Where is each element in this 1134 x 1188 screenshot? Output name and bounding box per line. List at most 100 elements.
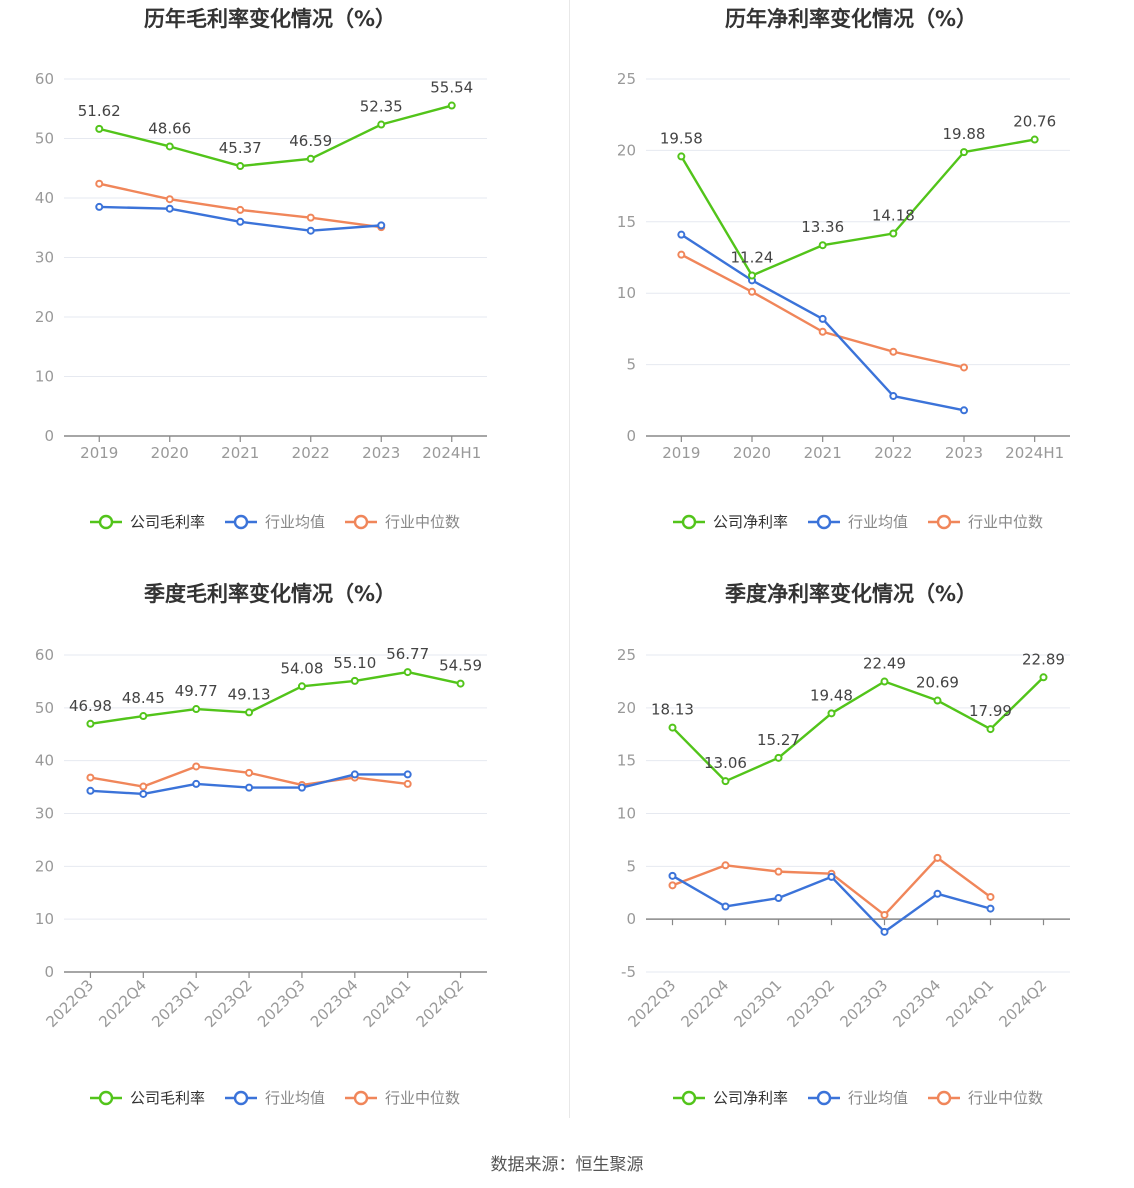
data-point-median <box>721 861 730 870</box>
data-point-median <box>960 363 968 372</box>
data-point-avg <box>377 221 386 230</box>
legend-marker <box>233 514 249 530</box>
y-tick-label: 5 <box>626 356 636 374</box>
data-label: 18.13 <box>651 701 694 719</box>
legend-marker <box>681 514 697 530</box>
x-tick-label: 2021 <box>221 444 259 462</box>
data-point-median <box>818 327 827 336</box>
data-label: 48.45 <box>122 689 165 707</box>
data-point-company <box>668 723 677 732</box>
x-tick-label: 2023Q2 <box>784 976 839 1031</box>
data-point-company <box>456 679 465 688</box>
legend-marker <box>98 1090 114 1106</box>
data-point-median <box>889 347 898 356</box>
x-tick-label: 2023Q2 <box>201 976 256 1031</box>
data-label: 11.24 <box>731 248 774 266</box>
data-label: 17.99 <box>969 702 1012 720</box>
legend-label: 行业均值 <box>848 1089 908 1107</box>
data-point-company <box>880 677 889 686</box>
data-point-company <box>306 154 315 163</box>
series-line-company <box>671 676 1045 783</box>
x-tick-label: 2023Q1 <box>148 976 203 1031</box>
data-point-avg <box>818 314 827 323</box>
data-point-avg <box>880 927 889 936</box>
data-label: 13.06 <box>704 754 747 772</box>
legend-label: 公司毛利率 <box>130 513 205 531</box>
annual-gross-margin-chart: 历年毛利率变化情况（%） 0 10 20 30 40 50 60 2019 2020 2021 202… <box>35 7 487 531</box>
x-tick-label: 2024Q2 <box>996 976 1051 1031</box>
data-point-company <box>86 719 95 728</box>
data-point-avg <box>677 230 686 239</box>
legend-item: 行业中位数 <box>345 513 460 531</box>
data-point-avg <box>986 904 995 913</box>
y-tick-label: 50 <box>35 699 54 717</box>
y-tick-label: 25 <box>617 646 636 664</box>
data-point-avg <box>245 783 254 792</box>
data-point-avg <box>960 406 968 415</box>
legend-label: 公司净利率 <box>713 1089 788 1107</box>
legend-marker <box>233 1090 249 1106</box>
data-point-company <box>447 101 456 110</box>
data-point-company <box>818 241 827 250</box>
data-point-median <box>774 867 783 876</box>
legend-marker <box>816 514 832 530</box>
data-point-avg <box>403 770 412 779</box>
data-point-avg <box>192 779 201 788</box>
y-tick-label: 25 <box>617 70 636 88</box>
legend-item: 行业均值 <box>808 513 908 531</box>
data-point-avg <box>889 392 898 401</box>
data-point-company <box>377 120 386 129</box>
legend-label: 行业中位数 <box>968 1089 1043 1107</box>
legend-label: 行业均值 <box>265 513 325 531</box>
data-label: 52.35 <box>360 98 403 116</box>
data-point-median <box>95 179 104 188</box>
y-tick-label: 10 <box>617 805 636 823</box>
data-point-median <box>748 287 756 296</box>
y-tick-label: 10 <box>617 284 636 302</box>
y-tick-label: 40 <box>35 752 54 770</box>
annual-net-margin-panel: 历年净利率变化情况（%） 0 5 10 15 20 25 2019 2020 2021 2022 20… <box>583 0 1134 575</box>
data-point-avg <box>165 204 174 213</box>
data-point-median <box>236 205 245 214</box>
data-point-avg <box>95 202 104 211</box>
legend-label: 行业中位数 <box>968 513 1043 531</box>
y-tick-label: 10 <box>35 910 54 928</box>
annual-gross-margin-panel: 历年毛利率变化情况（%） 0 10 20 30 40 50 60 2019 2020 2021 202… <box>0 0 567 575</box>
x-tick-label: 2023 <box>362 444 400 462</box>
legend-item: 公司毛利率 <box>90 1089 205 1107</box>
data-point-median <box>677 250 686 259</box>
data-label: 56.77 <box>386 645 429 663</box>
data-label: 20.76 <box>1013 113 1056 131</box>
data-label: 13.36 <box>801 218 844 236</box>
legend-item: 公司净利率 <box>673 1089 788 1107</box>
data-point-avg <box>297 783 306 792</box>
data-point-median <box>192 762 201 771</box>
x-tick-label: 2024Q1 <box>943 976 998 1031</box>
data-point-company <box>1039 673 1048 682</box>
y-tick-label: 0 <box>626 910 636 928</box>
y-tick-label: 0 <box>44 427 54 445</box>
data-label: 14.18 <box>872 207 915 225</box>
data-point-avg <box>827 872 836 881</box>
y-tick-label: 30 <box>35 249 54 267</box>
data-label: 45.37 <box>219 139 262 157</box>
data-label: 51.62 <box>78 102 121 120</box>
data-label: 46.59 <box>289 132 332 150</box>
data-label: 20.69 <box>916 674 959 692</box>
data-point-avg <box>236 217 245 226</box>
y-tick-label: 60 <box>35 646 54 664</box>
x-tick-label: 2019 <box>80 444 118 462</box>
legend-label: 行业均值 <box>848 513 908 531</box>
chart-title: 历年净利率变化情况（%） <box>725 7 977 31</box>
x-tick-label: 2023Q4 <box>890 976 945 1031</box>
legend-item: 行业均值 <box>225 513 325 531</box>
legend-marker <box>353 514 369 530</box>
data-point-avg <box>774 894 783 903</box>
x-tick-label: 2022Q3 <box>42 976 97 1031</box>
x-tick-label: 2024Q1 <box>360 976 415 1031</box>
y-tick-label: 20 <box>35 308 54 326</box>
data-point-company <box>165 142 174 151</box>
chart-title: 历年毛利率变化情况（%） <box>144 7 396 31</box>
y-tick-label: 10 <box>35 368 54 386</box>
data-label: 49.77 <box>175 682 218 700</box>
